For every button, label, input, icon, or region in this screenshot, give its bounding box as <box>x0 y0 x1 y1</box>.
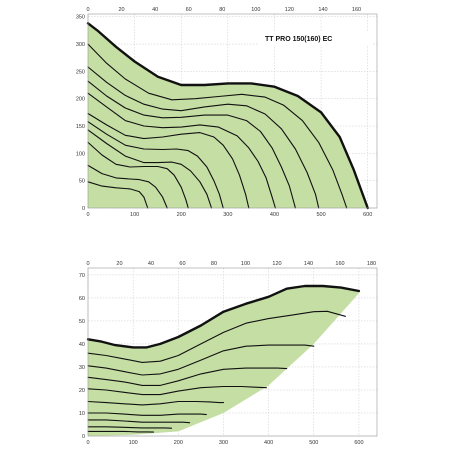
y-tick-label: 100 <box>76 151 85 157</box>
x-top-tick-label: 40 <box>148 261 154 267</box>
series-curve-5 <box>87 400 225 406</box>
x-bottom-tick-label: 200 <box>174 440 183 446</box>
x-bottom-tick-label: 100 <box>130 212 139 218</box>
series-curve-10 <box>87 181 149 209</box>
y-tick-label: 30 <box>79 365 85 371</box>
series-curve-3 <box>87 80 296 209</box>
series-curve-7 <box>87 129 213 209</box>
series-curve-5 <box>87 112 250 209</box>
x-top-tick-label: 60 <box>179 261 185 267</box>
x-top-tick-label: 160 <box>335 261 344 267</box>
y-tick-label: 300 <box>76 42 85 48</box>
chart-1-max-curve <box>86 22 369 210</box>
x-top-tick-label: 140 <box>318 7 327 13</box>
y-tick-label: 250 <box>76 69 85 75</box>
x-top-tick-label: 0 <box>86 7 89 13</box>
y-tick-label: 20 <box>79 388 85 394</box>
y-tick-label: 50 <box>79 319 85 325</box>
y-tick-label: 60 <box>79 296 85 302</box>
x-bottom-tick-label: 0 <box>86 440 89 446</box>
y-tick-label: 350 <box>76 15 85 21</box>
series-curve-1 <box>87 43 348 209</box>
series-curve-4 <box>87 385 267 396</box>
x-top-tick-label: 80 <box>211 261 217 267</box>
series-curve-4 <box>87 92 276 209</box>
x-bottom-tick-label: 200 <box>177 212 186 218</box>
x-top-tick-label: 120 <box>285 7 294 13</box>
x-bottom-tick-label: 100 <box>129 440 138 446</box>
series-curve-9 <box>87 430 155 433</box>
x-top-tick-label: 120 <box>272 261 281 267</box>
series-curve-6 <box>87 121 224 209</box>
series-curve-1 <box>87 310 346 363</box>
x-top-tick-label: 80 <box>219 7 225 13</box>
series-curve-3 <box>87 367 288 386</box>
x-bottom-tick-label: 0 <box>86 212 89 218</box>
x-bottom-tick-label: 500 <box>316 212 325 218</box>
chart-2-curves <box>87 310 346 433</box>
chart-2-area <box>88 286 359 436</box>
x-bottom-tick-label: 600 <box>363 212 372 218</box>
x-top-tick-label: 180 <box>367 261 376 267</box>
x-top-tick-label: 60 <box>186 7 192 13</box>
chart-1-curves <box>87 43 348 209</box>
x-bottom-tick-label: 300 <box>223 212 232 218</box>
series-curve-7 <box>87 419 191 424</box>
y-tick-label: 10 <box>79 411 85 417</box>
series-curve-2 <box>87 344 315 376</box>
x-top-tick-label: 20 <box>116 261 122 267</box>
x-top-tick-label: 100 <box>241 261 250 267</box>
x-top-tick-label: 20 <box>119 7 125 13</box>
y-tick-label: 0 <box>82 434 85 440</box>
chart-title: TT PRO 150(160) EC <box>265 36 332 43</box>
x-top-tick-label: 140 <box>304 261 313 267</box>
y-tick-label: 0 <box>82 206 85 212</box>
x-bottom-tick-label: 600 <box>354 440 363 446</box>
y-tick-label: 40 <box>79 342 85 348</box>
y-tick-label: 200 <box>76 97 85 103</box>
series-curve-2 <box>87 66 320 209</box>
series-curve-9 <box>87 164 168 209</box>
x-top-tick-label: 100 <box>251 7 260 13</box>
series-curve-8 <box>87 141 189 209</box>
x-bottom-tick-label: 400 <box>264 440 273 446</box>
series-curve-6 <box>87 412 207 416</box>
y-tick-label: 150 <box>76 124 85 130</box>
x-top-tick-label: 40 <box>152 7 158 13</box>
chart-title-box <box>258 31 372 45</box>
chart-2-max-curve <box>86 284 361 349</box>
y-tick-label: 50 <box>79 179 85 185</box>
x-top-tick-label: 160 <box>352 7 361 13</box>
x-top-tick-label: 0 <box>86 261 89 267</box>
series-curve-8 <box>87 426 173 429</box>
x-bottom-tick-label: 400 <box>270 212 279 218</box>
x-bottom-tick-label: 300 <box>219 440 228 446</box>
x-bottom-tick-label: 500 <box>309 440 318 446</box>
y-tick-label: 70 <box>79 273 85 279</box>
chart-1-frame <box>87 13 378 209</box>
chart-2-frame <box>87 267 378 437</box>
